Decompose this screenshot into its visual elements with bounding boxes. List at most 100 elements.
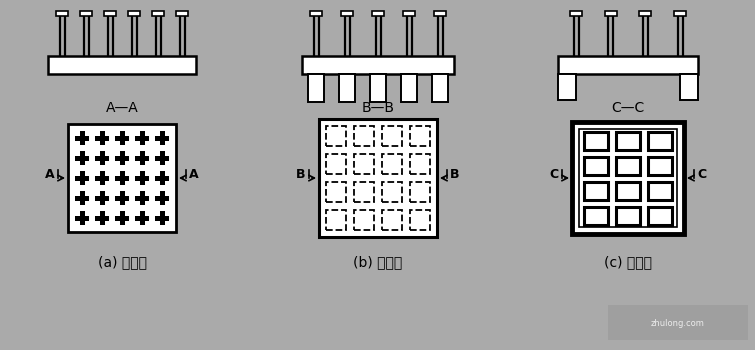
Bar (95, 155, 109, 161)
Bar (159, 191, 165, 205)
Bar (310, 11, 322, 16)
Text: B: B (450, 168, 460, 181)
Bar (370, 74, 386, 102)
Bar (119, 171, 125, 185)
Bar (140, 171, 144, 185)
Bar (135, 175, 149, 181)
Bar (159, 131, 165, 145)
Text: zhulong.com: zhulong.com (651, 318, 705, 328)
Bar (326, 154, 346, 174)
Bar (648, 182, 672, 199)
Bar (584, 132, 608, 149)
Bar (119, 151, 125, 165)
Bar (326, 210, 346, 230)
Text: B—B: B—B (362, 101, 395, 115)
Bar (558, 74, 576, 100)
Bar (680, 74, 698, 100)
Bar (382, 182, 402, 202)
Bar (403, 11, 415, 16)
Bar (302, 56, 454, 74)
Text: C: C (698, 168, 707, 181)
Bar (95, 175, 109, 181)
Bar (354, 126, 374, 146)
Bar (115, 135, 129, 140)
Bar (572, 122, 684, 234)
Bar (401, 74, 417, 102)
Text: C—C: C—C (612, 101, 645, 115)
Text: (b) 梁板式: (b) 梁板式 (353, 255, 402, 269)
Bar (558, 56, 698, 74)
Bar (584, 182, 608, 199)
Bar (155, 175, 169, 181)
Bar (616, 182, 640, 199)
Bar (570, 11, 582, 16)
Bar (140, 191, 144, 205)
Bar (159, 151, 165, 165)
Bar (95, 196, 109, 201)
Bar (79, 211, 85, 225)
Bar (135, 135, 149, 140)
Bar (115, 216, 129, 220)
Bar (48, 56, 196, 74)
Bar (79, 191, 85, 205)
Bar (140, 211, 144, 225)
Text: B: B (296, 168, 306, 181)
Bar (155, 155, 169, 161)
Bar (584, 206, 608, 224)
Bar (140, 131, 144, 145)
Bar (354, 210, 374, 230)
Bar (115, 196, 129, 201)
Bar (100, 151, 104, 165)
Text: A: A (45, 168, 55, 181)
Bar (616, 206, 640, 224)
Bar (432, 74, 448, 102)
Bar (79, 131, 85, 145)
Bar (135, 196, 149, 201)
Bar (605, 11, 617, 16)
Bar (434, 11, 446, 16)
Bar (339, 74, 355, 102)
Bar (341, 11, 353, 16)
Bar (100, 211, 104, 225)
Bar (95, 216, 109, 220)
Bar (75, 155, 89, 161)
Bar (372, 11, 384, 16)
Bar (75, 135, 89, 140)
Bar (159, 211, 165, 225)
Bar (115, 155, 129, 161)
Bar (135, 216, 149, 220)
Bar (410, 210, 430, 230)
Bar (648, 206, 672, 224)
Bar (100, 191, 104, 205)
Text: (c) 梁板式: (c) 梁板式 (604, 255, 652, 269)
Bar (639, 11, 652, 16)
Bar (75, 196, 89, 201)
Bar (104, 11, 116, 16)
Bar (319, 119, 437, 237)
Bar (410, 182, 430, 202)
Text: A: A (190, 168, 199, 181)
Bar (56, 11, 68, 16)
Bar (608, 305, 748, 340)
Bar (119, 131, 125, 145)
Bar (75, 175, 89, 181)
Bar (382, 126, 402, 146)
Bar (128, 11, 140, 16)
Text: C: C (550, 168, 559, 181)
Bar (410, 126, 430, 146)
Bar (100, 171, 104, 185)
Bar (326, 126, 346, 146)
Bar (95, 135, 109, 140)
Bar (674, 11, 686, 16)
Bar (579, 129, 677, 227)
Bar (155, 216, 169, 220)
Bar (616, 132, 640, 149)
Bar (354, 182, 374, 202)
Bar (79, 171, 85, 185)
Bar (648, 156, 672, 175)
Bar (119, 191, 125, 205)
Bar (100, 131, 104, 145)
Bar (115, 175, 129, 181)
Bar (68, 124, 176, 232)
Bar (326, 182, 346, 202)
